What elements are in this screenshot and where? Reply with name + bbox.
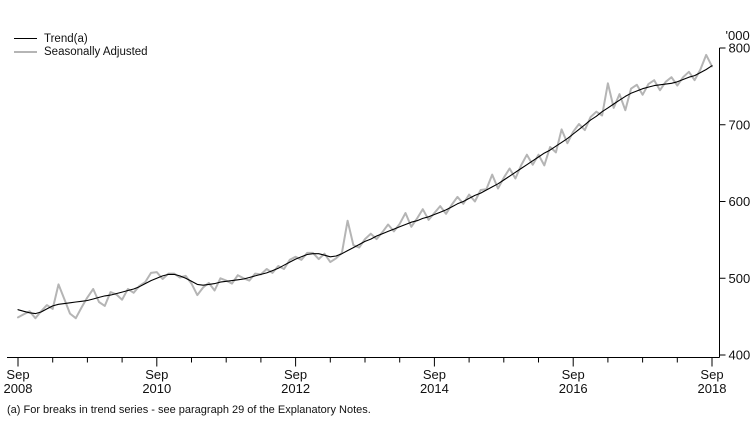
- legend-label-trend: Trend(a): [44, 32, 88, 45]
- x-tick-label-year: 2008: [4, 381, 33, 396]
- x-tick-label-month: Sep: [423, 367, 446, 382]
- y-tick-label: 700: [729, 117, 751, 132]
- x-tick-label-year: 2012: [281, 381, 310, 396]
- y-tick-label: 600: [729, 194, 751, 209]
- x-tick-label-month: Sep: [284, 367, 307, 382]
- seasonally-adjusted-line: [17, 53, 713, 320]
- x-tick-label-month: Sep: [6, 367, 29, 382]
- x-tick-label-year: 2010: [142, 381, 171, 396]
- x-tick-label-year: 2014: [420, 381, 449, 396]
- footnote: (a) For breaks in trend series - see par…: [7, 404, 371, 416]
- legend-label-seasonally-adjusted: Seasonally Adjusted: [44, 45, 148, 58]
- y-tick-label: 800: [729, 41, 751, 56]
- x-tick-label-month: Sep: [145, 367, 168, 382]
- legend-item-trend: Trend(a): [14, 32, 148, 45]
- seasonally-adjusted-line-swatch: [14, 50, 37, 53]
- chart-legend: Trend(a) Seasonally Adjusted: [14, 32, 148, 58]
- x-tick-label-month: Sep: [562, 367, 585, 382]
- y-axis-unit-label: '000: [726, 28, 750, 43]
- x-tick-label-year: 2016: [559, 381, 588, 396]
- x-tick-label-year: 2018: [698, 381, 727, 396]
- legend-item-seasonally-adjusted: Seasonally Adjusted: [14, 45, 148, 58]
- y-tick-label: 400: [729, 348, 751, 363]
- x-tick-label-month: Sep: [700, 367, 723, 382]
- y-tick-label: 500: [729, 271, 751, 286]
- trend-line: [17, 65, 713, 315]
- trend-line-swatch: [14, 38, 37, 39]
